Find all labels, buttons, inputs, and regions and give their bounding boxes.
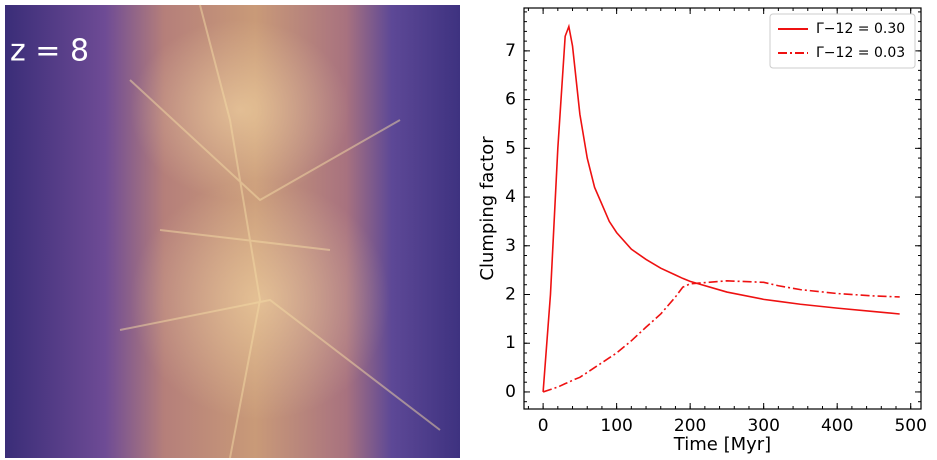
y-tick-label: 0: [505, 382, 516, 402]
x-axis-label: Time [Myr]: [673, 434, 771, 455]
y-tick-label: 3: [505, 236, 516, 256]
legend: Γ−12 = 0.30 Γ−12 = 0.03: [769, 13, 916, 69]
legend-label: Γ−12 = 0.03: [816, 45, 905, 61]
x-tick-label: 400: [821, 416, 853, 436]
plot-frame: [523, 7, 922, 410]
y-tick-label: 1: [505, 333, 516, 353]
x-tick-label: 0: [538, 416, 549, 436]
x-tick-label: 100: [600, 416, 632, 436]
y-axis-label: Clumping factor: [477, 136, 498, 281]
line-series: [542, 280, 900, 393]
y-tick-label: 5: [505, 138, 516, 158]
chart: 0 100 200 300 400 500 0 1 2 3 4 5 6 7 Time [Myr] Clumpi…: [477, 7, 927, 455]
simulation-image: z = 8: [5, 4, 460, 459]
y-tick-label: 2: [505, 284, 516, 304]
legend-box: [769, 13, 916, 69]
y-tick-label: 4: [505, 187, 516, 207]
legend-label: Γ−12 = 0.30: [816, 21, 905, 37]
x-tick-label: 300: [747, 416, 779, 436]
line-series: [542, 23, 900, 393]
x-tick-label: 500: [894, 416, 926, 436]
y-tick-label: 6: [505, 90, 516, 110]
image-label: z = 8: [10, 34, 89, 69]
x-tick-label: 200: [674, 416, 706, 436]
y-tick-label: 7: [505, 41, 516, 61]
